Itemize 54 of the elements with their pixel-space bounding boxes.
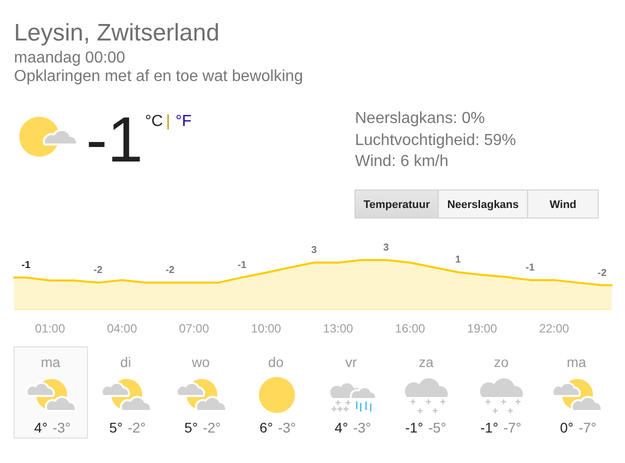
category-label: vr [345, 354, 358, 370]
data-label: -1 [22, 260, 31, 271]
data-label: 3 [311, 245, 318, 256]
text: -7° [503, 420, 522, 436]
text: -1 [86, 104, 143, 176]
text: °C [145, 113, 163, 130]
text: 4° [334, 420, 348, 436]
text: 4° [34, 420, 48, 436]
data-label: -2 [598, 268, 607, 279]
text: maandag 00:00 [14, 49, 126, 66]
data-label: 3 [383, 242, 390, 254]
text: -3° [278, 420, 296, 436]
x-tick-label: 13:00 [323, 322, 354, 336]
x-tick-label: 19:00 [467, 322, 498, 336]
text: -2° [128, 420, 146, 436]
x-tick-label: 07:00 [179, 322, 210, 336]
x-tick-label: 01:00 [34, 322, 66, 336]
text: 6° [260, 420, 273, 436]
text: -3° [353, 420, 372, 436]
data-label: -1 [238, 260, 247, 271]
text: -1° [480, 420, 498, 436]
text: Neerslagkans [447, 199, 519, 211]
data-label: -2 [94, 265, 103, 276]
x-tick-label: 04:00 [107, 322, 138, 336]
category-label: zo [494, 354, 509, 370]
category-label: ma [566, 354, 586, 370]
text: -3° [52, 420, 71, 436]
data-label: -2 [166, 265, 175, 276]
text: °F [176, 113, 192, 130]
text: -2° [202, 420, 221, 436]
data-label: -1 [526, 262, 535, 274]
text: 0° [560, 420, 574, 436]
text: Wind: 6 km/h [355, 153, 448, 170]
text: Luchtvochtigheid: 59% [355, 132, 516, 149]
category-label: di [120, 354, 132, 370]
text: Neerslagkans: 0% [355, 110, 485, 127]
text: 5° [184, 420, 198, 436]
text: 5° [109, 420, 123, 436]
text: -1° [405, 420, 424, 436]
text: -7° [578, 420, 596, 436]
x-tick-label: 16:00 [395, 322, 426, 336]
category-label: za [418, 354, 434, 370]
text: Temperatuur [363, 199, 431, 211]
text: | [166, 113, 170, 130]
text: Wind [550, 199, 576, 211]
text: Opklaringen met af en toe wat bewolking [14, 68, 304, 85]
text: Leysin, Zwitserland [14, 20, 220, 47]
category-label: ma [40, 354, 60, 370]
x-tick-label: 10:00 [251, 322, 282, 336]
data-label: 1 [455, 254, 462, 266]
text: -5° [428, 420, 446, 436]
category-label: wo [190, 354, 210, 370]
category-label: do [268, 354, 284, 370]
x-tick-label: 22:00 [539, 322, 570, 336]
